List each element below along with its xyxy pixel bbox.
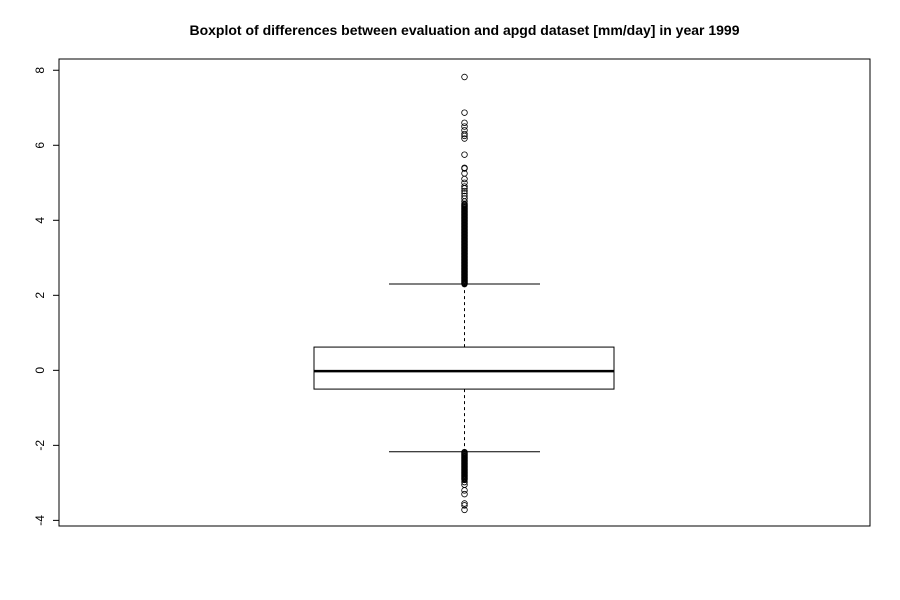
outlier-point — [461, 183, 468, 190]
outlier-point — [461, 506, 468, 514]
outlier-point — [461, 119, 468, 126]
outlier-point — [461, 165, 468, 172]
y-tick-label: 8 — [33, 67, 47, 74]
outlier-point — [461, 185, 468, 192]
outlier-point — [461, 201, 468, 208]
outlier-point — [461, 490, 468, 498]
outlier-point — [461, 135, 468, 142]
outlier-point — [461, 448, 468, 456]
y-tick-label: 4 — [33, 217, 47, 224]
outlier-point — [461, 151, 468, 158]
outlier-point — [461, 123, 468, 130]
outliers — [461, 73, 468, 514]
iqr-box — [313, 346, 615, 390]
outlier-point — [461, 487, 468, 494]
outlier-point — [461, 500, 468, 507]
outlier-point — [461, 132, 468, 140]
y-tick-label: -4 — [33, 515, 47, 526]
box-group — [313, 283, 615, 453]
outlier-point — [461, 502, 468, 509]
y-axis: -4 -2 0 2 4 6 8 — [33, 67, 60, 526]
outlier-point — [461, 187, 468, 195]
outlier-point — [461, 175, 468, 183]
outlier-point — [461, 130, 468, 138]
chart-title: Boxplot of differences between evaluatio… — [189, 22, 739, 38]
y-tick-label: -2 — [33, 440, 47, 451]
outlier-point — [461, 109, 468, 116]
y-tick-label: 2 — [33, 292, 47, 299]
outlier-point — [461, 73, 468, 81]
y-tick-label: 6 — [33, 142, 47, 149]
y-tick-label: 0 — [33, 367, 47, 374]
